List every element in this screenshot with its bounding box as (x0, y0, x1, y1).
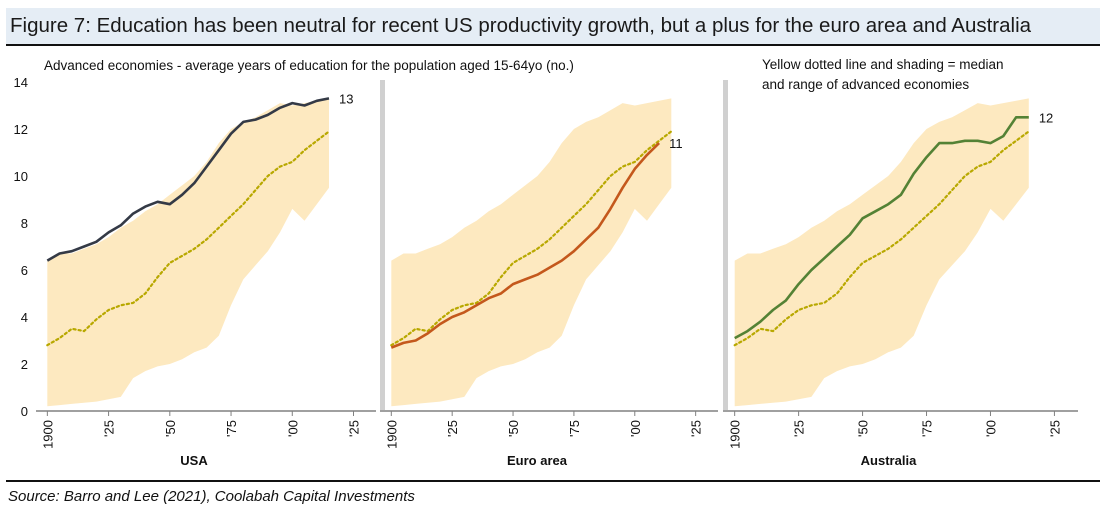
end-value-label: 13 (339, 91, 353, 106)
x-tick-label: '00 (983, 420, 998, 437)
x-tick-label: '75 (224, 420, 239, 437)
annotation-line-1: Yellow dotted line and shading = median (762, 57, 1004, 72)
panel-euro-area: 1900 '25 '50 '75 '00 '25 11 Euro area (380, 98, 718, 468)
series-line (390, 142, 661, 349)
panel-divider (723, 80, 728, 410)
x-tick-label: '25 (1047, 420, 1062, 437)
panel-label: Euro area (507, 453, 568, 468)
panel-usa: 1900 '25 '50 '75 '00 '25 13 USA (36, 91, 376, 468)
panel-label: USA (180, 453, 208, 468)
chart-subtitle: Advanced economies - average years of ed… (44, 58, 574, 73)
annotation-line-2: and range of advanced economies (762, 77, 969, 92)
x-tick-label: '25 (102, 420, 117, 437)
bottom-rule (6, 480, 1100, 482)
chart-panels: 1900 '25 '50 '75 '00 '25 13 USA 1900 '25 '50 '75 '00… (36, 91, 1078, 468)
source-note: Source: Barro and Lee (2021), Coolabah C… (8, 488, 415, 505)
y-axis-labels: 0 2 4 6 8 10 12 14 (14, 75, 28, 419)
y-tick-label: 4 (21, 310, 28, 325)
x-tick-label: 1900 (384, 420, 399, 449)
x-tick-label: '75 (567, 420, 582, 437)
panel-dividers (380, 80, 728, 410)
x-tick-label: '75 (920, 420, 935, 437)
y-tick-label: 6 (21, 263, 28, 278)
x-tick-label: '25 (445, 420, 460, 437)
x-tick-label: '25 (792, 420, 807, 437)
median-line (390, 130, 673, 347)
y-tick-label: 14 (14, 75, 28, 90)
y-tick-label: 12 (14, 122, 28, 137)
range-band (391, 98, 672, 407)
panel-divider (380, 80, 385, 410)
annotation-text: Yellow dotted line and shading = median … (762, 57, 1007, 92)
y-tick-label: 0 (21, 404, 28, 419)
x-tick-label: 1900 (728, 420, 743, 449)
end-value-label: 12 (1039, 110, 1053, 125)
x-tick-label: '25 (347, 420, 362, 437)
end-value-label: 11 (669, 136, 683, 151)
y-tick-label: 2 (21, 357, 28, 372)
panel-label: Australia (861, 453, 917, 468)
figure-title: Figure 7: Education has been neutral for… (10, 14, 1032, 37)
median-line (733, 130, 1030, 347)
x-tick-label: 1900 (40, 420, 55, 449)
y-tick-label: 10 (14, 169, 28, 184)
panel-australia: 1900 '25 '50 '75 '00 '25 12 Australia (723, 98, 1078, 468)
title-bar: Figure 7: Education has been neutral for… (6, 8, 1100, 46)
series-line (734, 116, 1029, 340)
x-tick-label: '00 (285, 420, 300, 437)
x-tick-label: '00 (628, 420, 643, 437)
x-tick-label: '50 (163, 420, 178, 437)
series-line (46, 97, 330, 262)
y-tick-label: 8 (21, 216, 28, 231)
median-line (46, 130, 331, 347)
x-tick-label: '25 (689, 420, 704, 437)
title-underline (6, 44, 1100, 46)
x-tick-label: '50 (856, 420, 871, 437)
x-tick-label: '50 (506, 420, 521, 437)
